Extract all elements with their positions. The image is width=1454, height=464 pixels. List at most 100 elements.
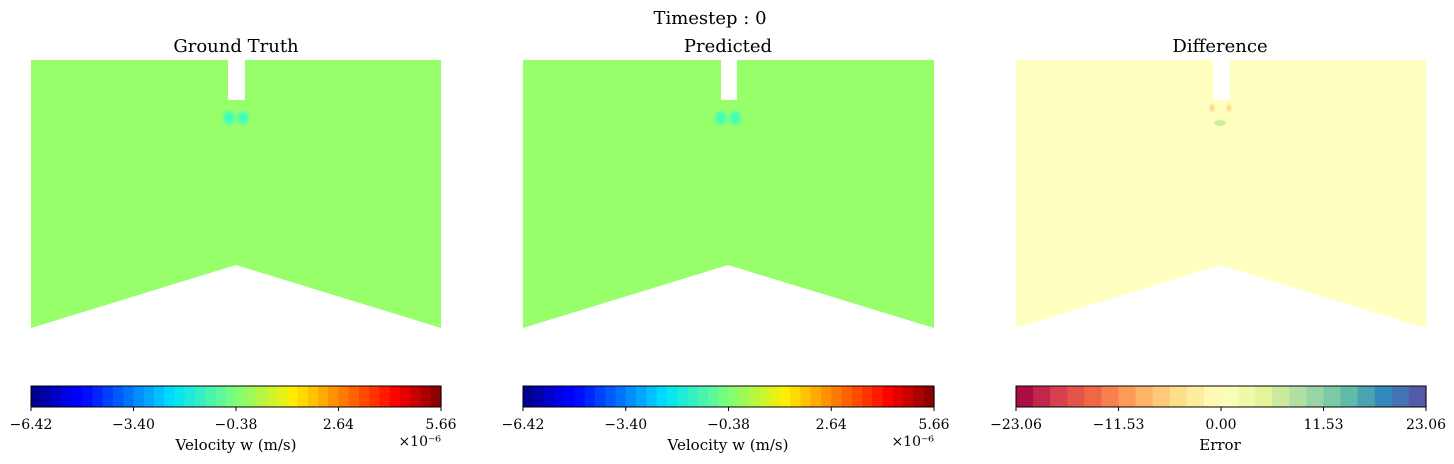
colorbar-segment: [831, 386, 843, 407]
colorbar-tick-label: −11.53: [1093, 417, 1145, 433]
colorbar-segment: [246, 386, 258, 407]
colorbar-segment: [903, 386, 915, 407]
colorbar-segment: [841, 386, 853, 407]
colorbar-segment: [1033, 386, 1051, 407]
field-highlight: [1214, 120, 1226, 126]
colorbar-multiplier: ×10⁻⁶: [891, 434, 934, 450]
colorbar-segment: [420, 386, 432, 407]
colorbar-segment: [820, 386, 832, 407]
colorbar-tick-label: 23.06: [1406, 417, 1446, 433]
field-highlight: [712, 108, 730, 128]
colorbar-segments: [1016, 386, 1427, 407]
colorbar-segment: [379, 386, 391, 407]
colorbar-segment: [1135, 386, 1154, 407]
colorbar-segment: [913, 386, 925, 407]
colorbar-segment: [523, 386, 534, 407]
colorbar-segment: [318, 386, 329, 407]
colorbar-tick-label: −6.42: [502, 417, 545, 433]
colorbar-segment: [759, 386, 771, 407]
panel-title: Difference: [1172, 36, 1267, 57]
colorbar-segment: [359, 386, 370, 407]
colorbar-segment: [1374, 386, 1393, 407]
colorbar-segment: [164, 386, 176, 407]
colorbar-segment: [328, 386, 340, 407]
colorbar-segment: [1408, 386, 1427, 407]
colorbar-segment: [72, 386, 83, 407]
field-highlight: [1224, 101, 1234, 115]
colorbar-tick-label: 5.66: [425, 417, 456, 433]
colorbar-segment: [533, 386, 545, 407]
colorbar-segment: [769, 386, 781, 407]
colorbar-segment: [1050, 386, 1068, 407]
colorbar-segment: [348, 386, 360, 407]
colorbar-segment: [1289, 386, 1308, 407]
colorbar-tick-label: 2.64: [323, 417, 354, 433]
colorbar-ticks: −6.42 −3.40 −0.38 2.64 5.66: [10, 407, 457, 433]
colorbar-segment: [133, 386, 145, 407]
colorbar-segment: [92, 386, 104, 407]
colorbar-multiplier: ×10⁻⁶: [398, 434, 441, 450]
colorbar-segment: [718, 386, 730, 407]
colorbar-segment: [123, 386, 135, 407]
colorbar-segment: [574, 386, 586, 407]
colorbar-segment: [687, 386, 699, 407]
colorbar-label: Velocity w (m/s): [667, 436, 789, 454]
colorbar-tick-label: −3.40: [604, 417, 647, 433]
colorbar-segment: [369, 386, 381, 407]
colorbar-segment: [430, 386, 442, 407]
field-highlight: [726, 108, 744, 128]
colorbar-label: Velocity w (m/s): [175, 436, 297, 454]
colorbar-segment: [143, 386, 155, 407]
colorbar-segment: [553, 386, 565, 407]
panel-title: Predicted: [684, 36, 772, 57]
colorbar: −6.42 −3.40 −0.38 2.64 5.66 Velocity w (m/s)…: [502, 385, 950, 454]
domain-field: [31, 60, 441, 328]
colorbar-segment: [749, 386, 760, 407]
colorbar-segment: [543, 386, 555, 407]
colorbar-segment: [184, 386, 196, 407]
colorbar-tick-label: 5.66: [918, 417, 949, 433]
colorbar-segment: [564, 386, 575, 407]
colorbar-tick-label: −3.40: [112, 417, 155, 433]
colorbar-segment: [1101, 386, 1120, 407]
field-highlight: [234, 108, 252, 128]
colorbar-segment: [872, 386, 884, 407]
colorbar-segment: [594, 386, 606, 407]
colorbar-segment: [1391, 386, 1410, 407]
colorbar-segment: [1084, 386, 1103, 407]
colorbar-segment: [61, 386, 73, 407]
colorbar-segment: [1357, 386, 1376, 407]
colorbar-tick-label: −23.06: [990, 417, 1042, 433]
colorbar-segment: [707, 386, 719, 407]
colorbar-tick-label: 11.53: [1303, 417, 1343, 433]
colorbar-segment: [1340, 386, 1359, 407]
colorbar-segment: [400, 386, 411, 407]
colorbar-segment: [738, 386, 750, 407]
domain-field: [523, 60, 934, 328]
colorbar-segment: [225, 386, 237, 407]
colorbar-segment: [338, 386, 350, 407]
colorbar-tick-label: 0.00: [1205, 417, 1236, 433]
colorbar-segment: [810, 386, 822, 407]
colorbar-segment: [102, 386, 114, 407]
colorbar-segment: [266, 386, 278, 407]
panel-predicted: Predicted −6.42 −3.40 −0.38 2.64 5.66 Veloci…: [502, 36, 950, 454]
colorbar-segments: [523, 386, 935, 407]
colorbar-segment: [790, 386, 802, 407]
colorbar: −6.42 −3.40 −0.38 2.64 5.66 Velocity w (m/s)…: [10, 385, 457, 454]
colorbar-segment: [615, 386, 627, 407]
colorbar-segment: [646, 386, 658, 407]
colorbar-segment: [1203, 386, 1222, 407]
colorbar-segment: [677, 386, 689, 407]
colorbar-segment: [51, 386, 63, 407]
colorbar-segment: [800, 386, 812, 407]
colorbar-segment: [297, 386, 309, 407]
colorbar-segment: [851, 386, 863, 407]
colorbar-segment: [1255, 386, 1273, 407]
colorbar-segment: [779, 386, 791, 407]
field-highlight: [220, 108, 238, 128]
colorbar-segment: [625, 386, 637, 407]
domain-field: [1016, 60, 1426, 328]
colorbar-segment: [584, 386, 596, 407]
